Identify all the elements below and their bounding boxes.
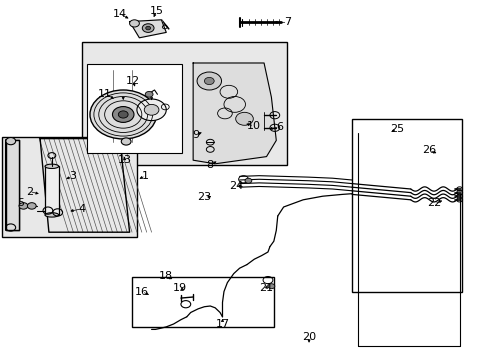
Bar bbox=[6, 140, 19, 230]
Text: 19: 19 bbox=[173, 283, 186, 293]
Text: 18: 18 bbox=[159, 271, 173, 282]
Bar bbox=[132, 277, 273, 327]
Bar bbox=[82, 42, 286, 165]
Circle shape bbox=[27, 203, 36, 209]
Bar bbox=[87, 64, 182, 153]
Text: 6: 6 bbox=[276, 122, 283, 132]
Circle shape bbox=[235, 112, 253, 125]
Text: 21: 21 bbox=[259, 283, 273, 293]
Text: 16: 16 bbox=[135, 287, 148, 297]
Text: 23: 23 bbox=[197, 192, 211, 202]
Circle shape bbox=[144, 104, 159, 115]
Text: 26: 26 bbox=[422, 145, 435, 156]
Circle shape bbox=[112, 107, 134, 122]
Text: 20: 20 bbox=[302, 332, 315, 342]
Polygon shape bbox=[129, 20, 166, 38]
Text: 12: 12 bbox=[126, 76, 140, 86]
Text: 9: 9 bbox=[192, 130, 199, 140]
Ellipse shape bbox=[45, 213, 59, 217]
Circle shape bbox=[204, 77, 214, 85]
Text: 2: 2 bbox=[26, 186, 33, 197]
Circle shape bbox=[6, 138, 16, 145]
Circle shape bbox=[267, 284, 274, 289]
Circle shape bbox=[244, 178, 251, 183]
Text: 15: 15 bbox=[149, 6, 163, 16]
Text: 14: 14 bbox=[113, 9, 126, 19]
Circle shape bbox=[129, 20, 139, 27]
Circle shape bbox=[121, 138, 131, 145]
Circle shape bbox=[19, 203, 28, 209]
Text: 11: 11 bbox=[98, 89, 112, 99]
Text: 3: 3 bbox=[69, 171, 76, 181]
Bar bbox=[351, 119, 461, 292]
Ellipse shape bbox=[45, 164, 59, 168]
Text: 25: 25 bbox=[389, 124, 403, 134]
Text: 22: 22 bbox=[426, 198, 441, 208]
Text: 4: 4 bbox=[79, 204, 85, 214]
Bar bbox=[2, 137, 137, 237]
Text: 8: 8 bbox=[206, 160, 213, 170]
Circle shape bbox=[145, 91, 153, 97]
Text: 24: 24 bbox=[229, 181, 244, 192]
Text: 5: 5 bbox=[17, 198, 24, 208]
Bar bbox=[45, 166, 59, 215]
Circle shape bbox=[137, 99, 166, 121]
Circle shape bbox=[197, 72, 221, 90]
Circle shape bbox=[142, 24, 154, 32]
Circle shape bbox=[118, 111, 128, 118]
Text: 10: 10 bbox=[247, 121, 261, 131]
Text: 7: 7 bbox=[284, 17, 290, 27]
Text: 13: 13 bbox=[118, 155, 131, 165]
Circle shape bbox=[145, 26, 150, 30]
Text: 17: 17 bbox=[215, 319, 229, 329]
Polygon shape bbox=[193, 63, 276, 164]
Text: 1: 1 bbox=[142, 171, 149, 181]
Circle shape bbox=[90, 90, 156, 139]
